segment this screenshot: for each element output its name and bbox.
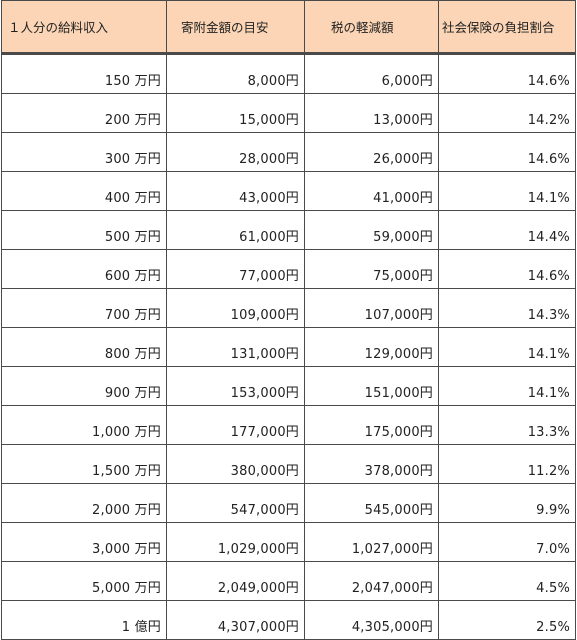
salary-income-cell: 700 万円 xyxy=(1,288,167,328)
social-insurance-ratio-cell: 14.1% xyxy=(438,366,576,406)
donation-amount-cell: 61,000円 xyxy=(166,210,305,250)
header-salary-income: １人分の給料収入 xyxy=(1,0,167,54)
salary-income-cell: 200 万円 xyxy=(1,93,167,133)
social-insurance-ratio-cell: 4.5% xyxy=(438,561,576,601)
social-insurance-ratio-cell: 2.5% xyxy=(438,600,576,640)
header-tax-reduction: 税の軽減額 xyxy=(304,0,439,54)
table-row: 300 万円 28,000円 26,000円 14.6% xyxy=(1,132,576,172)
social-insurance-ratio-cell: 14.6% xyxy=(438,132,576,172)
donation-amount-cell: 43,000円 xyxy=(166,171,305,211)
tax-reduction-cell: 41,000円 xyxy=(304,171,439,211)
salary-income-cell: 1 億円 xyxy=(1,600,167,640)
donation-amount-cell: 8,000円 xyxy=(166,54,305,94)
tax-reduction-cell: 6,000円 xyxy=(304,54,439,94)
social-insurance-ratio-cell: 14.2% xyxy=(438,93,576,133)
tax-reduction-cell: 4,305,000円 xyxy=(304,600,439,640)
tax-reduction-cell: 1,027,000円 xyxy=(304,522,439,562)
table-row: 600 万円 77,000円 75,000円 14.6% xyxy=(1,249,576,289)
tax-reduction-cell: 378,000円 xyxy=(304,444,439,484)
social-insurance-ratio-cell: 14.1% xyxy=(438,327,576,367)
salary-income-cell: 500 万円 xyxy=(1,210,167,250)
table-row: 1 億円 4,307,000円 4,305,000円 2.5% xyxy=(1,600,576,640)
tax-reduction-cell: 75,000円 xyxy=(304,249,439,289)
table-row: 3,000 万円 1,029,000円 1,027,000円 7.0% xyxy=(1,522,576,562)
table-row: 1,500 万円 380,000円 378,000円 11.2% xyxy=(1,444,576,484)
table-row: 150 万円 8,000円 6,000円 14.6% xyxy=(1,54,576,94)
salary-income-cell: 2,000 万円 xyxy=(1,483,167,523)
tax-reduction-cell: 175,000円 xyxy=(304,405,439,445)
salary-income-cell: 5,000 万円 xyxy=(1,561,167,601)
salary-income-cell: 800 万円 xyxy=(1,327,167,367)
salary-income-cell: 900 万円 xyxy=(1,366,167,406)
social-insurance-ratio-cell: 14.4% xyxy=(438,210,576,250)
table-row: 500 万円 61,000円 59,000円 14.4% xyxy=(1,210,576,250)
salary-income-cell: 400 万円 xyxy=(1,171,167,211)
donation-amount-cell: 28,000円 xyxy=(166,132,305,172)
tax-reduction-cell: 545,000円 xyxy=(304,483,439,523)
social-insurance-ratio-cell: 14.6% xyxy=(438,249,576,289)
table-row: 800 万円 131,000円 129,000円 14.1% xyxy=(1,327,576,367)
social-insurance-ratio-cell: 14.3% xyxy=(438,288,576,328)
salary-income-cell: 1,500 万円 xyxy=(1,444,167,484)
header-social-insurance-ratio: 社会保険の負担割合 xyxy=(438,0,576,54)
table-row: 1,000 万円 177,000円 175,000円 13.3% xyxy=(1,405,576,445)
table-row: 700 万円 109,000円 107,000円 14.3% xyxy=(1,288,576,328)
social-insurance-ratio-cell: 14.6% xyxy=(438,54,576,94)
donation-amount-cell: 547,000円 xyxy=(166,483,305,523)
donation-amount-cell: 380,000円 xyxy=(166,444,305,484)
table-row: 400 万円 43,000円 41,000円 14.1% xyxy=(1,171,576,211)
salary-income-cell: 150 万円 xyxy=(1,54,167,94)
tax-reduction-cell: 59,000円 xyxy=(304,210,439,250)
tax-reduction-cell: 26,000円 xyxy=(304,132,439,172)
donation-amount-cell: 4,307,000円 xyxy=(166,600,305,640)
tax-reduction-cell: 107,000円 xyxy=(304,288,439,328)
donation-amount-cell: 153,000円 xyxy=(166,366,305,406)
table-row: 5,000 万円 2,049,000円 2,047,000円 4.5% xyxy=(1,561,576,601)
social-insurance-ratio-cell: 7.0% xyxy=(438,522,576,562)
tax-reduction-cell: 2,047,000円 xyxy=(304,561,439,601)
donation-amount-cell: 177,000円 xyxy=(166,405,305,445)
salary-income-cell: 300 万円 xyxy=(1,132,167,172)
tax-reduction-cell: 129,000円 xyxy=(304,327,439,367)
salary-income-cell: 600 万円 xyxy=(1,249,167,289)
tax-reduction-cell: 13,000円 xyxy=(304,93,439,133)
salary-income-cell: 3,000 万円 xyxy=(1,522,167,562)
header-row: １人分の給料収入 寄附金額の目安 税の軽減額 社会保険の負担割合 xyxy=(1,0,576,54)
social-insurance-ratio-cell: 9.9% xyxy=(438,483,576,523)
header-donation-amount: 寄附金額の目安 xyxy=(166,0,305,54)
tax-reduction-cell: 151,000円 xyxy=(304,366,439,406)
table-row: 2,000 万円 547,000円 545,000円 9.9% xyxy=(1,483,576,523)
donation-amount-cell: 15,000円 xyxy=(166,93,305,133)
salary-income-cell: 1,000 万円 xyxy=(1,405,167,445)
table-body: 150 万円 8,000円 6,000円 14.6% 200 万円 15,000円 13,0… xyxy=(1,52,576,640)
table-row: 200 万円 15,000円 13,000円 14.2% xyxy=(1,93,576,133)
social-insurance-ratio-cell: 14.1% xyxy=(438,171,576,211)
table-row: 900 万円 153,000円 151,000円 14.1% xyxy=(1,366,576,406)
social-insurance-ratio-cell: 13.3% xyxy=(438,405,576,445)
donation-amount-cell: 131,000円 xyxy=(166,327,305,367)
donation-amount-cell: 77,000円 xyxy=(166,249,305,289)
social-insurance-ratio-cell: 11.2% xyxy=(438,444,576,484)
donation-amount-cell: 109,000円 xyxy=(166,288,305,328)
donation-amount-cell: 1,029,000円 xyxy=(166,522,305,562)
donation-amount-cell: 2,049,000円 xyxy=(166,561,305,601)
